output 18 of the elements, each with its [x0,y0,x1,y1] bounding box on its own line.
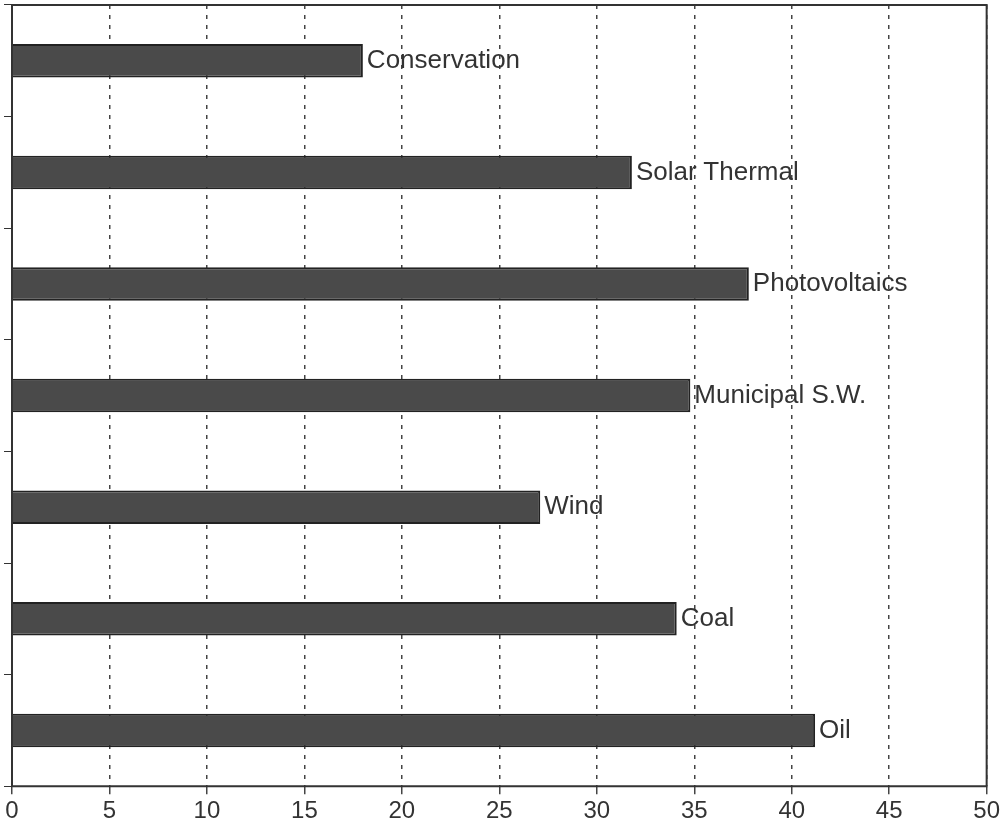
y-tick-label: Coal [680,601,735,632]
x-tick-label: 45 [875,796,903,824]
x-tick-label: 10 [193,796,221,824]
x-tick-label: 20 [388,796,416,824]
y-tick-label: Wind [544,490,604,521]
y-tick-label: Municipal S.W. [694,378,867,409]
x-tick-label: 5 [102,796,117,824]
y-tick-label: Solar Thermal [635,155,799,186]
y-tick-label: Oil [819,713,851,744]
x-tick-label: 15 [291,796,318,824]
x-tick-label: 40 [778,796,806,824]
x-tick-label: 30 [583,796,611,824]
y-tick-label: Conservation [366,43,521,74]
x-tick-label: 35 [680,796,708,824]
x-tick-label: 25 [485,796,513,824]
x-tick-label: 0 [5,796,19,824]
y-tick-label: Photovoltaics [752,267,908,298]
x-tick-label: 50 [973,796,1000,824]
